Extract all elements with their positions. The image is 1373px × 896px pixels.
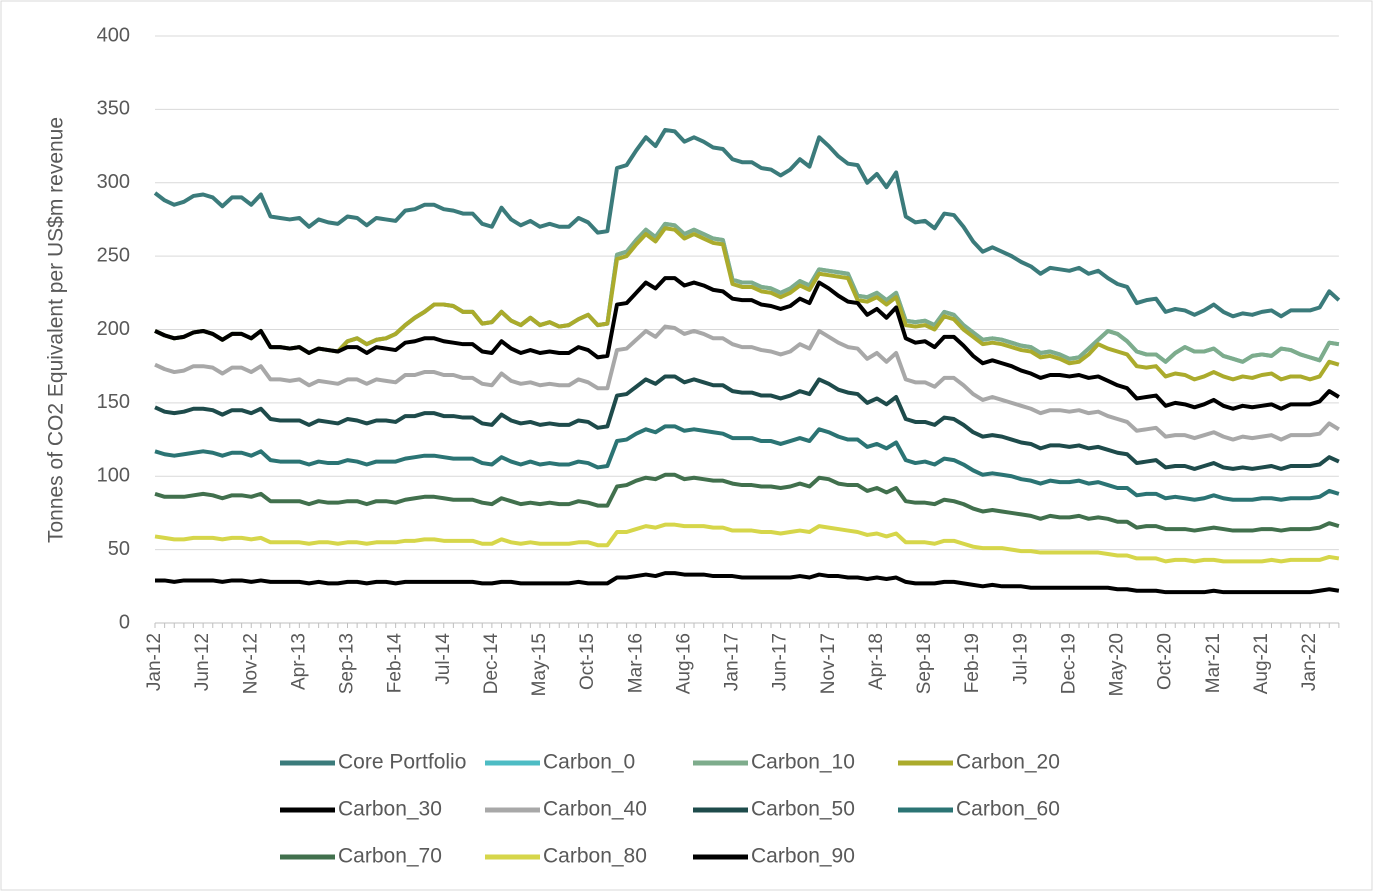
y-tick-label: 150	[97, 391, 130, 413]
legend-label: Carbon_90	[751, 845, 855, 868]
y-tick-label: 100	[97, 465, 130, 487]
series-line	[154, 226, 1340, 382]
x-tick-label: Jan-12	[144, 633, 165, 691]
legend-label: Carbon_10	[751, 751, 855, 774]
series-line	[153, 127, 1341, 319]
x-tick-label: Jun-12	[192, 633, 213, 691]
legend-label: Carbon_70	[338, 845, 442, 868]
x-tick-label: Nov-17	[818, 633, 839, 694]
y-tick-label: 350	[97, 98, 130, 120]
x-tick-label: Oct-20	[1155, 633, 1176, 690]
series-line	[154, 472, 1340, 533]
x-tick-label: Jul-14	[433, 633, 454, 685]
y-tick-label: 200	[97, 318, 130, 340]
x-tick-label: Jan-17	[722, 633, 743, 691]
x-tick-label: Oct-15	[577, 633, 598, 690]
x-tick-label: May-15	[529, 633, 550, 696]
y-tick-label: 400	[97, 24, 130, 46]
legend-label: Carbon_0	[543, 751, 635, 774]
x-tick-label: Mar-16	[625, 633, 646, 693]
legend-label: Carbon_40	[543, 798, 647, 821]
y-tick-label: 300	[97, 171, 130, 193]
series-line	[155, 571, 1340, 595]
series-line	[154, 522, 1340, 564]
x-tick-label: Dec-14	[481, 633, 502, 695]
series-line	[154, 374, 1340, 471]
x-tick-label: Dec-19	[1058, 633, 1079, 694]
series-line	[154, 276, 1340, 411]
series-line	[154, 324, 1340, 442]
x-tick-label: Apr-13	[288, 633, 309, 690]
x-tick-label: Apr-18	[866, 633, 887, 690]
x-tick-label: Jan-22	[1299, 633, 1320, 691]
x-tick-label: Feb-19	[962, 633, 983, 693]
x-tick-label: Jul-19	[1010, 633, 1031, 685]
x-tick-label: Mar-21	[1203, 633, 1224, 693]
x-tick-label: Jun-17	[770, 633, 791, 691]
legend-label: Carbon_80	[543, 845, 647, 868]
x-tick-label: Sep-13	[337, 633, 358, 694]
x-tick-label: May-20	[1107, 633, 1128, 696]
legend-label: Core Portfolio	[338, 751, 466, 774]
legend-label: Carbon_20	[956, 751, 1060, 774]
legend-label: Carbon_30	[338, 798, 442, 821]
x-tick-label: Aug-21	[1251, 633, 1272, 694]
legend-label: Carbon_60	[956, 798, 1060, 821]
series-line	[154, 424, 1340, 502]
x-tick-label: Aug-16	[673, 633, 694, 694]
y-tick-label: 50	[108, 538, 130, 560]
y-tick-label: 0	[119, 611, 130, 633]
y-axis-title: Tonnes of CO2 Equivalent per US$m revenu…	[45, 117, 68, 543]
x-tick-label: Sep-18	[914, 633, 935, 694]
x-tick-label: Feb-14	[385, 633, 406, 694]
y-tick-label: 250	[97, 244, 130, 266]
x-tick-label: Nov-12	[240, 633, 261, 694]
legend-label: Carbon_50	[751, 798, 855, 821]
